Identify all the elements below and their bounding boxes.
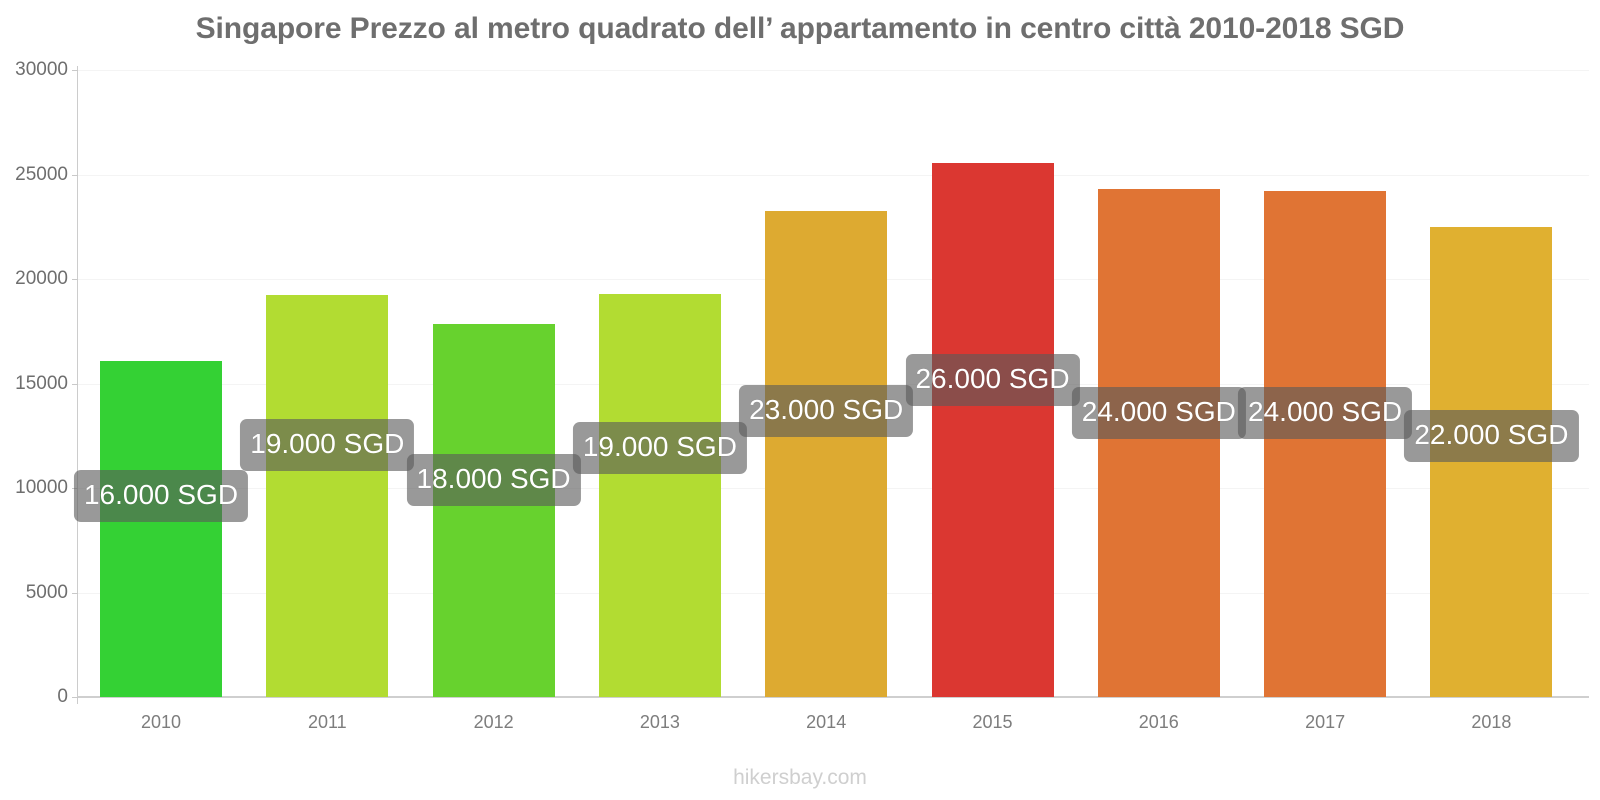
x-axis-tick-label: 2010: [140, 712, 182, 732]
y-axis-tick-mark: [72, 174, 78, 176]
footer-credit: hikersbay.com: [733, 766, 867, 789]
y-axis-tick-labels: 0 5000 10000 15000 20000 25000 30000: [0, 59, 68, 707]
x-axis-tick-label: 2015: [972, 712, 1013, 732]
bar-2017[interactable]: [1264, 191, 1387, 697]
y-axis-tick-mark: [72, 383, 78, 385]
x-axis-tick-label: 2016: [1138, 712, 1179, 732]
bar-value-label-2017: 24.000 SGD: [1238, 386, 1413, 439]
x-axis-tick-label: 2011: [307, 712, 347, 732]
x-axis-tick-label: 2014: [806, 712, 847, 732]
gridline: [77, 174, 1589, 176]
y-axis-tick-label: 30000: [15, 59, 68, 80]
bar-2010[interactable]: [100, 360, 222, 697]
gridline: [77, 696, 1589, 698]
x-axis-tick-label: 2018: [1471, 712, 1512, 732]
y-axis-tick-label: 0: [57, 686, 68, 707]
bar-value-label-2012: 18.000 SGD: [406, 453, 581, 506]
y-axis-tick-mark: [72, 592, 78, 594]
y-axis-tick-label: 20000: [15, 268, 68, 289]
bar-value-label-2014: 23.000 SGD: [739, 384, 914, 437]
y-axis-tick-mark: [72, 70, 78, 71]
x-axis-tick-label: 2013: [639, 712, 680, 732]
bar-2018[interactable]: [1430, 226, 1553, 697]
bar-2012[interactable]: [432, 323, 555, 697]
bar-2011[interactable]: [266, 294, 389, 697]
bar-2016[interactable]: [1097, 189, 1220, 697]
y-axis-tick-mark: [72, 279, 78, 280]
chart-title: Singapore Prezzo al metro quadrato dell’…: [195, 12, 1405, 45]
y-axis-tick-label: 15000: [15, 372, 68, 394]
y-axis-tick-label: 10000: [15, 477, 68, 498]
bar-value-label-2018: 22.000 SGD: [1404, 409, 1579, 462]
bar-2015[interactable]: [931, 163, 1054, 697]
gridline: [77, 70, 1589, 71]
bar-2013[interactable]: [598, 293, 721, 697]
bar-value-label-2015: 26.000 SGD: [905, 354, 1080, 407]
x-axis-tick-label: 2017: [1305, 712, 1346, 732]
bar-value-label-2010: 16.000 SGD: [73, 470, 249, 523]
y-axis-line: [77, 66, 78, 704]
bar-2014[interactable]: [765, 211, 888, 697]
bar-value-label-2016: 24.000 SGD: [1071, 386, 1246, 439]
x-axis-tick-label: 2012: [473, 712, 514, 732]
y-axis-tick-mark: [72, 697, 78, 698]
plot-area: [77, 70, 1589, 698]
y-axis-tick-label: 5000: [25, 581, 68, 603]
y-axis-tick-label: 25000: [15, 163, 68, 185]
bar-value-label-2011: 19.000 SGD: [240, 419, 415, 472]
bar-value-label-2013: 19.000 SGD: [572, 422, 747, 475]
